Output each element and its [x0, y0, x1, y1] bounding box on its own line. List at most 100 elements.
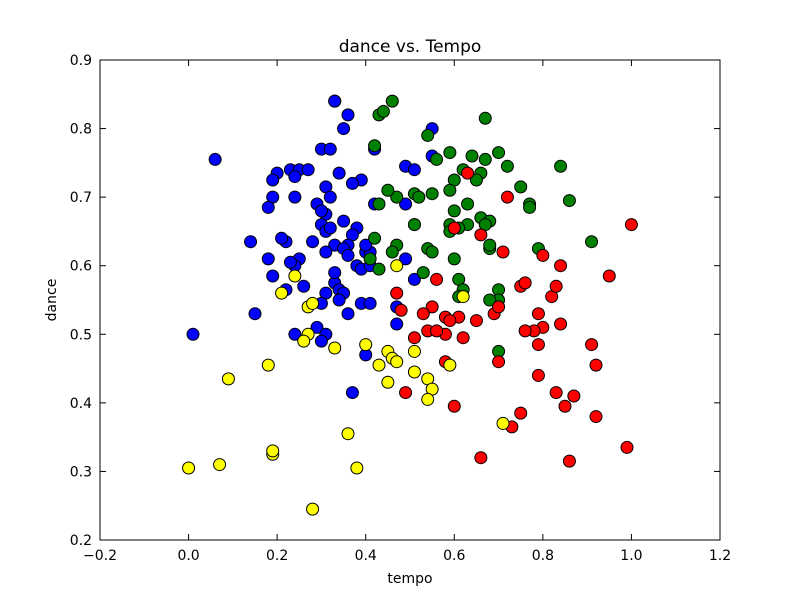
- data-point: [328, 266, 342, 280]
- data-point: [248, 307, 262, 321]
- data-point: [385, 245, 399, 259]
- data-point: [620, 440, 634, 454]
- data-point: [332, 293, 346, 307]
- data-point: [469, 173, 483, 187]
- data-point: [554, 317, 568, 331]
- data-point: [496, 245, 510, 259]
- data-point: [514, 406, 528, 420]
- data-point: [399, 252, 413, 266]
- data-point: [275, 231, 289, 245]
- data-point: [368, 231, 382, 245]
- data-point: [531, 307, 545, 321]
- data-point: [425, 245, 439, 259]
- data-point: [337, 122, 351, 136]
- data-point: [297, 334, 311, 348]
- data-point: [372, 197, 386, 211]
- data-point: [589, 358, 603, 372]
- data-point: [461, 166, 475, 180]
- y-tick-label: 0.7: [70, 190, 92, 206]
- data-point: [407, 272, 421, 286]
- data-point: [341, 108, 355, 122]
- data-point: [558, 399, 572, 413]
- data-point: [602, 269, 616, 283]
- data-point: [385, 94, 399, 108]
- data-point: [390, 259, 404, 273]
- data-point: [416, 307, 430, 321]
- data-point: [363, 296, 377, 310]
- y-tick-label: 0.5: [70, 327, 92, 343]
- x-tick-label: 0.4: [355, 548, 377, 564]
- data-point: [310, 320, 324, 334]
- data-point: [301, 163, 315, 177]
- data-point: [244, 235, 258, 249]
- data-point: [562, 194, 576, 208]
- data-point: [500, 159, 514, 173]
- data-point: [500, 190, 514, 204]
- data-point: [182, 461, 196, 475]
- data-point: [443, 183, 457, 197]
- chart-title: dance vs. Tempo: [339, 37, 482, 57]
- data-point: [186, 327, 200, 341]
- data-point: [412, 190, 426, 204]
- data-point: [261, 200, 275, 214]
- data-point: [496, 416, 510, 430]
- y-tick-label: 0.3: [70, 464, 92, 480]
- data-point: [447, 399, 461, 413]
- x-tick-label: 0.2: [266, 548, 288, 564]
- data-point: [314, 204, 328, 218]
- data-point: [461, 197, 475, 211]
- data-point: [306, 502, 320, 516]
- data-point: [261, 252, 275, 266]
- data-point: [390, 317, 404, 331]
- data-point: [430, 272, 444, 286]
- data-point: [585, 235, 599, 249]
- data-point: [350, 461, 364, 475]
- x-tick-label: 1.2: [709, 548, 731, 564]
- data-point: [359, 338, 373, 352]
- data-point: [381, 375, 395, 389]
- data-point: [372, 358, 386, 372]
- data-point: [275, 286, 289, 300]
- data-point: [314, 334, 328, 348]
- data-point: [337, 214, 351, 228]
- data-point: [381, 183, 395, 197]
- data-point: [288, 190, 302, 204]
- data-point: [288, 327, 302, 341]
- data-point: [306, 235, 320, 249]
- points-layer: [182, 94, 638, 516]
- data-point: [536, 248, 550, 262]
- data-point: [562, 454, 576, 468]
- data-point: [266, 173, 280, 187]
- data-point: [469, 314, 483, 328]
- data-point: [390, 355, 404, 369]
- plot-area-frame: [99, 59, 721, 541]
- x-tick-label: 1.0: [620, 548, 642, 564]
- data-point: [523, 200, 537, 214]
- data-point: [531, 368, 545, 382]
- data-point: [425, 300, 439, 314]
- y-tick-label: 0.4: [70, 396, 92, 412]
- data-point: [394, 303, 408, 317]
- data-point: [266, 444, 280, 458]
- data-point: [332, 166, 346, 180]
- data-point: [407, 218, 421, 232]
- data-point: [288, 170, 302, 184]
- data-point: [407, 365, 421, 379]
- ticks-layer: −0.2 0.0 0.2 0.4 0.6 0.8 1.0 1.2 0.2 0.3 0.4 0.5 0.6…: [70, 53, 731, 564]
- data-point: [514, 180, 528, 194]
- data-point: [443, 358, 457, 372]
- data-point: [345, 176, 359, 190]
- data-point: [456, 331, 470, 345]
- data-point: [359, 238, 373, 252]
- data-point: [407, 163, 421, 177]
- data-point: [425, 187, 439, 201]
- data-point: [456, 290, 470, 304]
- x-tick-label: 0.0: [177, 548, 199, 564]
- data-point: [585, 338, 599, 352]
- data-point: [341, 427, 355, 441]
- data-point: [483, 238, 497, 252]
- data-point: [443, 146, 457, 160]
- x-tick-label: −0.2: [83, 548, 117, 564]
- data-point: [376, 104, 390, 118]
